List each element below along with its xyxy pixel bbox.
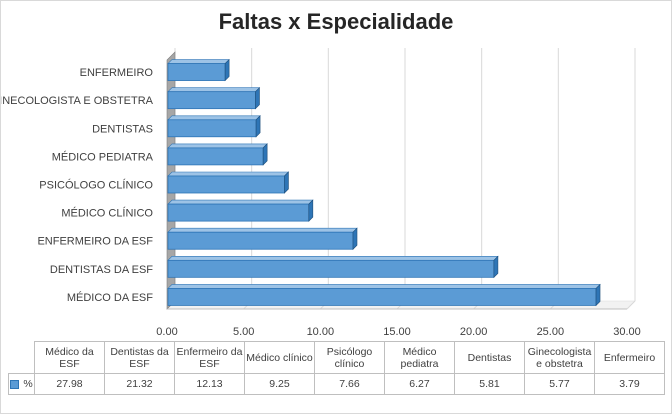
y-category-label: GINECOLOGISTA E OBSTETRA	[1, 95, 154, 107]
y-category-label: ENFERMEIRO DA ESF	[37, 236, 153, 248]
table-value-cell: 5.77	[524, 373, 595, 395]
bar-top-face	[167, 115, 261, 121]
bar	[167, 91, 256, 110]
bar-end-face	[255, 86, 260, 110]
x-tick-label: 5.00	[233, 326, 254, 338]
x-tick-label: 30.00	[613, 326, 641, 338]
table-value-cell: 12.13	[174, 373, 245, 395]
legend-key-icon	[10, 379, 20, 389]
x-tick-label: 15.00	[383, 326, 411, 338]
table-header-cell: Médico da ESF	[34, 341, 105, 374]
y-category-label: MÉDICO CLÍNICO	[61, 207, 153, 220]
bar-end-face	[352, 227, 358, 250]
y-category-label: MÉDICO DA ESF	[67, 291, 153, 304]
bar-end-face	[284, 171, 289, 194]
y-category-label: DENTISTAS DA ESF	[50, 264, 153, 276]
table-series-label: %	[23, 378, 33, 390]
bar-end-face	[493, 255, 499, 279]
table-header-cell: Dentistas	[454, 341, 525, 374]
table-value-cell: 21.32	[104, 373, 175, 395]
bar	[167, 259, 495, 278]
table-value-cell: 5.81	[454, 373, 525, 395]
bar-top-face	[167, 256, 499, 261]
table-header-cell: Psicólogo clínico	[314, 341, 385, 374]
y-category-label: PSICÓLOGO CLÍNICO	[39, 179, 153, 192]
bar-end-face	[262, 143, 268, 166]
bar-end-face	[595, 283, 601, 307]
bar-top-face	[167, 87, 261, 92]
bar-chart: 0.00 5.00 10.00 15.00 20.00 25.00 30.00 ENFERME…	[1, 48, 641, 338]
bar-end-face	[308, 199, 314, 222]
data-table: Médico da ESF Dentistas da ESF Enfermeiro …	[8, 341, 665, 395]
table-header-cell: Dentistas da ESF	[104, 341, 175, 374]
bar-top-face	[167, 227, 358, 233]
gridline-floor	[626, 300, 636, 310]
chart-title: Faltas x Especialidade	[218, 9, 454, 34]
bar	[167, 175, 285, 194]
table-series-label-cell: %	[8, 373, 35, 395]
bar	[167, 147, 264, 166]
table-values-row: % 27.98 21.32 12.13 9.25 7.66 6.27 5.81 5.77 3.7…	[8, 373, 665, 395]
bar-top-face	[167, 143, 268, 149]
y-category-label: MÉDICO PEDIATRA	[52, 150, 154, 163]
x-tick-label: 10.00	[307, 326, 335, 338]
table-corner-cell	[8, 341, 35, 374]
bar-top-face	[167, 59, 230, 64]
x-tick-label: 0.00	[156, 326, 177, 338]
bar-top-face	[167, 199, 314, 205]
bar	[167, 119, 257, 138]
bar	[167, 231, 354, 250]
table-value-cell: 27.98	[34, 373, 105, 395]
x-tick-label: 20.00	[460, 326, 488, 338]
table-header-row: Médico da ESF Dentistas da ESF Enfermeiro …	[8, 341, 665, 374]
table-value-cell: 9.25	[244, 373, 315, 395]
bar-end-face	[224, 58, 230, 82]
bar-top-face	[167, 171, 290, 177]
table-value-cell: 6.27	[384, 373, 455, 395]
x-tick-label: 25.00	[537, 326, 565, 338]
y-category-label: ENFERMEIRO	[80, 67, 154, 79]
table-header-cell: Médico pediatra	[384, 341, 455, 374]
y-category-label: DENTISTAS	[92, 123, 153, 135]
bar-end-face	[255, 115, 261, 138]
table-header-cell: Ginecologista e obstetra	[524, 341, 595, 374]
bar	[167, 288, 597, 306]
table-value-cell: 3.79	[594, 373, 665, 395]
bar-top-face	[167, 284, 601, 289]
bar	[167, 203, 310, 222]
table-header-cell: Enfermeiro	[594, 341, 665, 374]
table-value-cell: 7.66	[314, 373, 385, 395]
table-header-cell: Enfermeiro da ESF	[174, 341, 245, 374]
bar	[167, 63, 226, 81]
table-header-cell: Médico clínico	[244, 341, 315, 374]
